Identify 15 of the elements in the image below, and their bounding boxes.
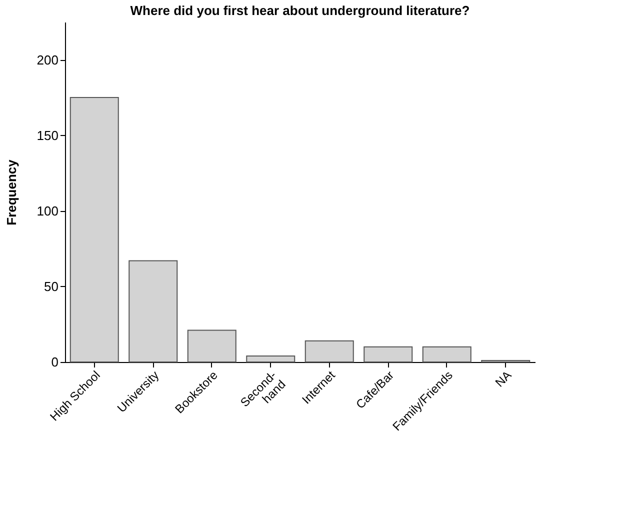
bar	[422, 346, 472, 362]
bar	[70, 97, 119, 362]
bar	[304, 340, 354, 362]
y-axis-title: Frequency	[4, 158, 19, 226]
y-tick-label: 150	[36, 128, 58, 143]
bar	[364, 346, 413, 362]
y-tick-label: 50	[44, 278, 58, 294]
y-tick-label: 200	[36, 52, 58, 68]
x-tick-label: NA	[492, 368, 514, 390]
bar	[246, 355, 296, 362]
bar	[187, 330, 236, 362]
y-tick-label: 100	[36, 203, 58, 218]
bar	[128, 260, 178, 362]
y-tick-label: 0	[51, 354, 58, 370]
chart-title: Where did you first hear about underground literature?	[130, 3, 470, 18]
